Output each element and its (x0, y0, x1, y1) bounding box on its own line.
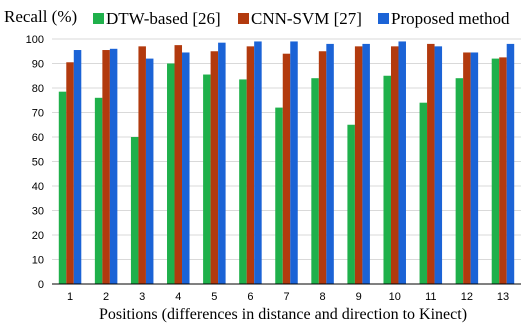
y-tick-label: 60 (32, 132, 44, 144)
y-tick-label: 50 (32, 157, 44, 169)
bar-dtw-pos-8 (311, 78, 319, 284)
bar-proposed-pos-13 (506, 43, 515, 285)
x-tick-label: 2 (103, 291, 109, 303)
x-tick-label: 8 (320, 291, 326, 303)
x-tick-label: 11 (425, 291, 436, 303)
bar-cnn-svm-pos-6 (246, 46, 255, 284)
y-tick-label: 100 (26, 34, 44, 46)
bar-dtw-pos-1 (58, 91, 67, 284)
bar-proposed-pos-3 (145, 58, 154, 284)
x-axis-title: Positions (differences in distance and d… (99, 306, 467, 323)
legend-label-cnn-svm: CNN-SVM [27] (251, 9, 362, 28)
legend-swatch-proposed (378, 13, 389, 24)
bar-dtw-pos-3 (130, 137, 139, 284)
x-tick-label: 12 (461, 291, 473, 303)
bar-cnn-svm-pos-4 (174, 45, 183, 284)
bar-cnn-svm-pos-8 (318, 51, 327, 284)
x-tick-label: 1 (67, 291, 73, 303)
bar-proposed-pos-2 (109, 48, 118, 284)
bars (58, 41, 515, 285)
bar-cnn-svm-pos-11 (427, 43, 435, 285)
bar-dtw-pos-5 (203, 74, 211, 285)
bar-dtw-pos-2 (94, 97, 103, 284)
bar-dtw-pos-13 (491, 58, 500, 284)
y-tick-label: 90 (32, 59, 44, 71)
bar-dtw-pos-7 (275, 107, 283, 284)
bar-dtw-pos-4 (167, 63, 175, 284)
bar-dtw-pos-9 (347, 124, 355, 284)
y-tick-label: 40 (32, 181, 44, 193)
legend: DTW-based [26] CNN-SVM [27] Proposed met… (93, 9, 510, 28)
bar-cnn-svm-pos-9 (354, 46, 363, 284)
bar-cnn-svm-pos-10 (390, 46, 399, 284)
bar-proposed-pos-4 (182, 52, 190, 284)
y-axis-ticks: 0 10 20 30 40 50 60 70 80 90 100 (26, 34, 44, 291)
x-tick-label: 4 (175, 291, 181, 303)
bar-cnn-svm-pos-5 (210, 51, 219, 284)
y-tick-label: 70 (32, 108, 44, 120)
x-tick-label: 13 (497, 291, 509, 303)
bar-proposed-pos-10 (398, 41, 406, 285)
bar-proposed-pos-9 (362, 43, 370, 285)
x-tick-label: 3 (139, 291, 145, 303)
y-tick-label: 80 (32, 83, 44, 95)
y-tick-label: 20 (32, 230, 44, 242)
y-axis-title: Recall (%) (4, 7, 77, 26)
legend-swatch-dtw (93, 13, 104, 24)
bar-dtw-pos-6 (239, 79, 247, 284)
bar-cnn-svm-pos-13 (499, 57, 507, 284)
bar-proposed-pos-7 (290, 41, 298, 285)
bar-dtw-pos-10 (383, 75, 391, 284)
x-tick-label: 5 (211, 291, 217, 303)
bar-cnn-svm-pos-3 (138, 46, 146, 284)
x-tick-label: 9 (356, 291, 362, 303)
bar-proposed-pos-12 (470, 52, 479, 284)
bar-cnn-svm-pos-12 (463, 52, 471, 284)
x-tick-label: 7 (283, 291, 289, 303)
x-tick-label: 10 (389, 291, 401, 303)
x-axis-ticks: 1 2 3 4 5 6 7 8 9 10 11 12 13 (67, 291, 509, 303)
legend-swatch-cnn-svm (238, 13, 249, 24)
y-tick-label: 30 (32, 206, 44, 218)
bar-dtw-pos-11 (419, 102, 428, 284)
bar-proposed-pos-6 (254, 41, 262, 285)
bar-cnn-svm-pos-7 (282, 53, 291, 285)
legend-label-proposed: Proposed method (391, 9, 510, 28)
bar-dtw-pos-12 (455, 78, 464, 284)
legend-label-dtw: DTW-based [26] (106, 9, 221, 28)
x-tick-label: 6 (247, 291, 253, 303)
y-tick-label: 10 (32, 255, 44, 267)
bar-proposed-pos-5 (218, 42, 226, 284)
bar-cnn-svm-pos-2 (102, 50, 110, 285)
bar-cnn-svm-pos-1 (66, 62, 74, 285)
bar-proposed-pos-11 (434, 46, 443, 284)
bar-proposed-pos-1 (73, 50, 82, 285)
bar-proposed-pos-8 (326, 43, 334, 285)
y-tick-label: 0 (38, 279, 44, 291)
